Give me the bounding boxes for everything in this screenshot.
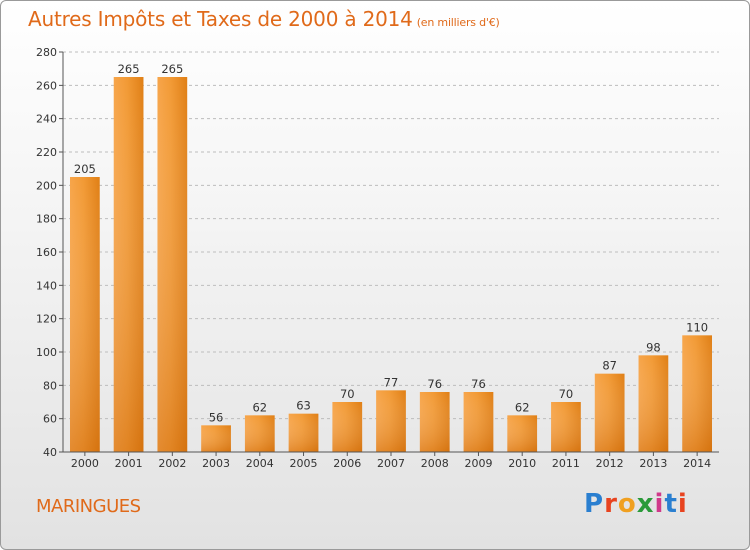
bar-shade-2001 [113, 77, 144, 452]
y-tick-label: 100 [36, 346, 57, 359]
logo-letter: P [584, 489, 605, 519]
value-label-2007: 77 [384, 375, 399, 389]
bar-shade-2011 [551, 402, 581, 452]
x-tick-label-2010: 2010 [508, 457, 536, 470]
x-tick-label-2008: 2008 [421, 457, 449, 470]
value-label-2013: 98 [646, 340, 661, 354]
value-label-2004: 62 [252, 400, 267, 414]
value-label-2000: 205 [74, 162, 96, 176]
y-tick-label: 60 [43, 413, 57, 426]
logo-letter: t [664, 489, 678, 519]
x-tick-label-2014: 2014 [683, 457, 711, 470]
bar-shade-2009 [463, 392, 494, 452]
x-tick-label-2002: 2002 [158, 457, 186, 470]
x-tick-label-2006: 2006 [333, 457, 361, 470]
logo-letter: o [617, 489, 637, 519]
bar-shade-2008 [419, 392, 450, 452]
label-layer: 205 265 265 56 62 63 70 77 76 76 62 70 87 98 110 [74, 62, 708, 424]
bar-shade-2006 [332, 402, 363, 452]
value-label-2012: 87 [602, 359, 617, 373]
value-label-2014: 110 [686, 320, 708, 334]
bar-shade-2005 [288, 413, 319, 452]
proxiti-logo: Proxiti [584, 489, 688, 519]
value-label-2001: 265 [118, 62, 140, 76]
axis-layer: 40 60 80 100 120 140 160 180 200 220 240 260 280 2000… [36, 46, 719, 470]
logo-letter: i [677, 489, 688, 519]
x-tick-label-2004: 2004 [246, 457, 274, 470]
bar-shade-2004 [244, 415, 275, 452]
y-tick-label: 160 [36, 246, 57, 259]
y-tick-label: 40 [43, 446, 57, 459]
value-label-2008: 76 [427, 377, 442, 391]
x-tick-label-2000: 2000 [71, 457, 99, 470]
y-tick-label: 120 [36, 313, 57, 326]
y-tick-label: 180 [36, 213, 57, 226]
x-tick-label-2013: 2013 [639, 457, 667, 470]
commune-name: MARINGUES [36, 496, 141, 517]
value-label-2009: 76 [471, 377, 486, 391]
value-label-2002: 265 [161, 62, 183, 76]
chart-title-text: Autres Impôts et Taxes de 2000 à 2014 [28, 7, 413, 31]
logo-letter: r [604, 489, 618, 519]
bar-shade-2012 [594, 373, 625, 452]
bar-shade-2000 [69, 177, 100, 452]
x-tick-label-2009: 2009 [464, 457, 492, 470]
x-tick-label-2007: 2007 [377, 457, 405, 470]
bar-shade-2003 [201, 425, 231, 452]
value-label-2006: 70 [340, 387, 355, 401]
y-tick-label: 80 [43, 379, 57, 392]
x-tick-label-2001: 2001 [115, 457, 143, 470]
bar-shade-2013 [638, 355, 669, 452]
x-tick-label-2005: 2005 [290, 457, 318, 470]
chart-subtitle: (en milliers d'€) [416, 16, 500, 29]
value-label-2005: 63 [296, 399, 311, 413]
x-tick-label-2011: 2011 [552, 457, 580, 470]
y-tick-label: 220 [36, 146, 57, 159]
x-tick-label-2012: 2012 [596, 457, 624, 470]
y-tick-label: 200 [36, 179, 57, 192]
logo-letter: x [636, 489, 655, 519]
bar-shade-2002 [157, 77, 188, 452]
y-tick-label: 260 [36, 79, 57, 92]
value-label-2011: 70 [559, 387, 574, 401]
chart-title: Autres Impôts et Taxes de 2000 à 2014 (en… [28, 7, 500, 31]
value-label-2003: 56 [209, 410, 224, 424]
y-tick-label: 240 [36, 113, 57, 126]
bar-shade-2014 [682, 335, 713, 452]
logo-letter: i [654, 489, 665, 519]
bar-shade-2010 [507, 415, 538, 452]
y-tick-label: 140 [36, 279, 57, 292]
bar-shade-2007 [376, 390, 406, 452]
bar-layer [69, 77, 713, 452]
y-tick-label: 280 [36, 46, 57, 59]
x-tick-label-2003: 2003 [202, 457, 230, 470]
value-label-2010: 62 [515, 400, 530, 414]
